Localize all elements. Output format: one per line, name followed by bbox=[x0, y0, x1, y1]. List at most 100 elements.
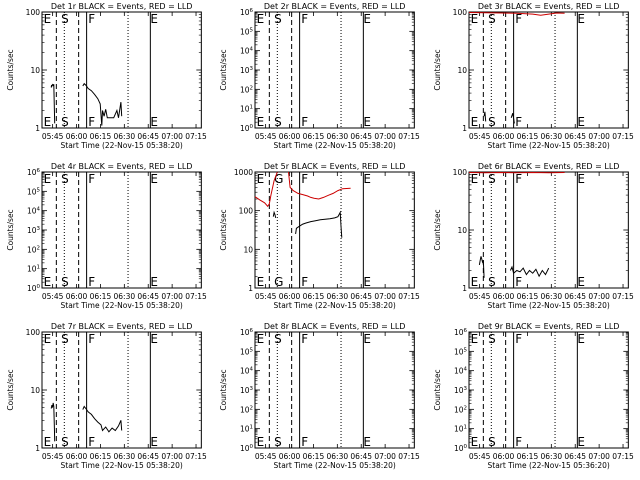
y-tick-label: 102 bbox=[454, 405, 467, 414]
x-tick-label: 06:00 bbox=[279, 452, 301, 461]
phase-marker: E bbox=[577, 12, 585, 26]
phase-marker: S bbox=[61, 12, 69, 26]
lld-series-line bbox=[255, 171, 279, 208]
detector-chart-5: Det 5r BLACK = Events, RED = LLD 1 10 100 10… bbox=[219, 162, 420, 310]
events-series-line bbox=[50, 83, 56, 124]
x-tick-label: 07:15 bbox=[399, 132, 421, 141]
y-tick-label: 1 bbox=[35, 444, 40, 453]
x-axis-label: Start Time (22-Nov-15 05:38:20) bbox=[61, 141, 183, 150]
phase-marker: E bbox=[257, 172, 265, 186]
x-tick-label: 06:30 bbox=[327, 292, 349, 301]
phase-marker: E bbox=[257, 115, 265, 129]
y-tick-label: 100 bbox=[26, 328, 41, 337]
detector-chart-1: Det 1r BLACK = Events, RED = LLD 1 10 100 Co… bbox=[6, 2, 207, 150]
y-axis-label: Counts/sec bbox=[6, 209, 15, 250]
y-tick-label: 106 bbox=[240, 328, 254, 337]
phase-marker: F bbox=[515, 332, 522, 346]
x-tick-label: 06:45 bbox=[137, 452, 159, 461]
x-tick-label: 06:30 bbox=[114, 452, 136, 461]
y-tick-label: 106 bbox=[240, 8, 254, 17]
x-tick-label: 06:30 bbox=[114, 292, 136, 301]
events-series-line bbox=[273, 210, 277, 219]
x-tick-label: 07:00 bbox=[375, 132, 397, 141]
phase-marker: E bbox=[364, 12, 372, 26]
phase-marker: S bbox=[488, 275, 496, 289]
phase-marker: E bbox=[44, 435, 52, 449]
phase-marker: E bbox=[364, 435, 372, 449]
chart-title: Det 9r BLACK = Events, RED = LLD bbox=[478, 322, 620, 331]
phase-marker: E bbox=[44, 172, 52, 186]
phase-marker: E bbox=[257, 12, 265, 26]
x-tick-label: 07:15 bbox=[612, 132, 634, 141]
y-tick-label: 101 bbox=[240, 425, 253, 434]
y-tick-label: 103 bbox=[240, 66, 254, 75]
detector-chart-7: Det 7r BLACK = Events, RED = LLD 1 10 100 Co… bbox=[6, 322, 207, 470]
x-tick-label: 06:45 bbox=[351, 452, 373, 461]
y-tick-label: 10 bbox=[30, 66, 40, 75]
x-tick-label: 07:00 bbox=[588, 292, 610, 301]
y-tick-label: 104 bbox=[240, 47, 254, 56]
x-axis-label: Start Time (22-Nov-15 05:36:20) bbox=[487, 461, 609, 470]
x-tick-label: 07:00 bbox=[375, 292, 397, 301]
plot-frame bbox=[41, 331, 202, 449]
y-tick-label: 104 bbox=[240, 367, 254, 376]
phase-marker: G bbox=[274, 275, 283, 289]
phase-marker: E bbox=[150, 275, 158, 289]
events-series-line bbox=[510, 113, 515, 124]
phase-marker: F bbox=[88, 275, 95, 289]
x-tick-label: 05:45 bbox=[255, 132, 277, 141]
x-tick-label: 06:30 bbox=[327, 132, 349, 141]
x-tick-label: 05:45 bbox=[42, 132, 64, 141]
y-tick-label: 100 bbox=[452, 8, 467, 17]
phase-marker: F bbox=[302, 172, 309, 186]
x-tick-label: 05:45 bbox=[42, 452, 64, 461]
y-tick-label: 100 bbox=[26, 8, 41, 17]
y-tick-label: 100 bbox=[240, 444, 254, 453]
phase-marker: E bbox=[364, 332, 372, 346]
x-tick-label: 07:00 bbox=[588, 452, 610, 461]
x-axis-label: Start Time (22-Nov-15 05:38:20) bbox=[274, 461, 396, 470]
x-tick-label: 06:45 bbox=[564, 452, 586, 461]
detector-chart-9: Det 9r BLACK = Events, RED = LLD 100 101 10… bbox=[433, 322, 634, 470]
events-series-line bbox=[483, 111, 486, 122]
phase-marker: E bbox=[44, 332, 52, 346]
y-axis-label: Counts/sec bbox=[433, 49, 442, 90]
x-tick-label: 06:15 bbox=[516, 452, 538, 461]
x-tick-label: 06:45 bbox=[564, 132, 586, 141]
y-tick-label: 1 bbox=[462, 284, 467, 293]
chart-title: Det 6r BLACK = Events, RED = LLD bbox=[478, 162, 620, 171]
x-axis-label: Start Time (22-Nov-15 05:38:20) bbox=[487, 141, 609, 150]
y-tick-label: 103 bbox=[240, 386, 254, 395]
phase-marker: E bbox=[470, 275, 478, 289]
y-tick-label: 101 bbox=[27, 265, 40, 274]
phase-marker: E bbox=[150, 12, 158, 26]
x-tick-label: 06:15 bbox=[90, 132, 112, 141]
x-tick-label: 06:30 bbox=[540, 292, 562, 301]
phase-marker: F bbox=[515, 435, 522, 449]
y-tick-label: 105 bbox=[240, 27, 254, 36]
phase-marker: S bbox=[488, 435, 496, 449]
phase-marker: S bbox=[61, 115, 69, 129]
phase-marker: S bbox=[274, 12, 282, 26]
phase-marker: E bbox=[257, 275, 265, 289]
x-tick-label: 07:15 bbox=[185, 132, 207, 141]
y-axis-label: Counts/sec bbox=[433, 369, 442, 410]
events-series-line bbox=[50, 402, 56, 442]
plot-frame bbox=[254, 171, 416, 289]
x-axis-label: Start Time (22-Nov-15 05:38:20) bbox=[61, 301, 183, 310]
x-tick-label: 06:00 bbox=[492, 292, 514, 301]
events-series-line bbox=[478, 256, 485, 278]
x-tick-label: 05:45 bbox=[255, 292, 277, 301]
phase-marker: E bbox=[577, 332, 585, 346]
x-tick-label: 06:30 bbox=[327, 452, 349, 461]
x-tick-label: 06:00 bbox=[279, 132, 301, 141]
detector-chart-6: Det 6r BLACK = Events, RED = LLD 1 10 100 Co… bbox=[433, 162, 634, 310]
phase-marker: E bbox=[364, 172, 372, 186]
y-tick-label: 100 bbox=[454, 444, 468, 453]
phase-marker: S bbox=[488, 115, 496, 129]
plot-frame bbox=[254, 11, 416, 129]
y-tick-label: 103 bbox=[27, 226, 41, 235]
plot-frame bbox=[468, 331, 629, 449]
y-axis-label: Counts/sec bbox=[6, 369, 15, 410]
